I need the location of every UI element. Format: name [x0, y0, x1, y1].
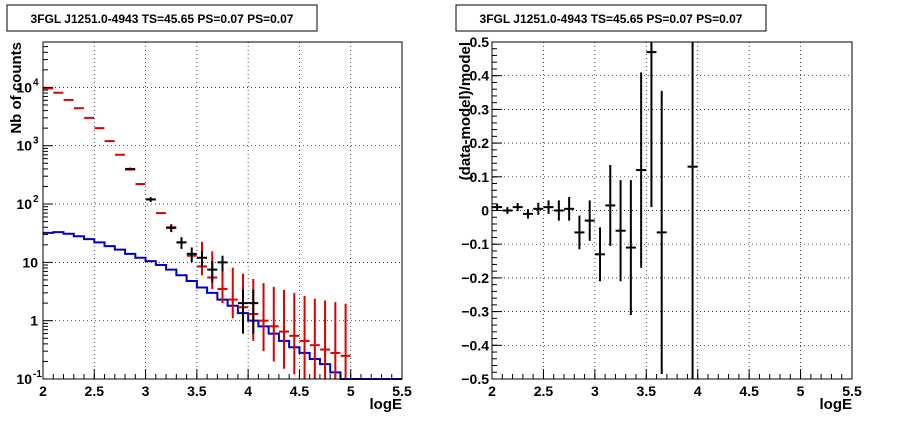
- x-tick-label: 5: [797, 383, 805, 399]
- y-tick-label: 10: [16, 371, 32, 387]
- y-tick-label: 10: [22, 254, 38, 270]
- residual-point: [533, 202, 544, 215]
- y-tick-exponent: -1: [33, 369, 42, 380]
- total-model-point: [320, 300, 331, 379]
- x-tick-label: 4: [694, 383, 702, 399]
- x-tick-label: 3.5: [187, 383, 207, 399]
- x-tick-label: 3.5: [637, 383, 657, 399]
- y-tick-label: 0.2: [470, 135, 490, 151]
- y-tick-exponent: 2: [33, 194, 39, 205]
- data-point: [125, 167, 136, 171]
- residual-point: [512, 203, 523, 212]
- counts-plot-frame: [42, 41, 403, 380]
- total-model-point: [309, 298, 320, 379]
- data-point: [196, 251, 207, 267]
- residual-point: [584, 200, 595, 241]
- x-tick-label: 3: [591, 383, 599, 399]
- y-tick-label: 10: [16, 79, 32, 95]
- residual-series: [492, 42, 698, 379]
- residual-ticks: 2 2.5 3 3.5 4 4.5 5 5.5 −0.5 −0.4 −0.3 −0.2 −0.1 0 0.1…: [461, 34, 862, 399]
- residual-point: [492, 203, 503, 211]
- total-model-point: [289, 292, 300, 375]
- total-model-point: [258, 283, 269, 352]
- residual-point: [636, 72, 647, 268]
- residual-point: [595, 227, 605, 282]
- y-tick-label: 0.3: [470, 101, 490, 117]
- residual-point: [615, 180, 626, 282]
- counts-grid: [43, 42, 402, 379]
- y-tick-label: −0.3: [461, 304, 489, 320]
- y-tick-label: −0.5: [461, 371, 489, 387]
- residual-point: [574, 215, 585, 250]
- counts-series: [43, 87, 402, 380]
- residual-y-axis-title: (data-model)/model: [457, 42, 474, 180]
- residual-point: [523, 209, 533, 219]
- residual-point: [625, 180, 636, 315]
- residual-grid: [492, 42, 852, 379]
- y-tick-label: −0.4: [461, 337, 489, 353]
- x-tick-label: 5.5: [392, 383, 412, 399]
- residual-point: [605, 165, 616, 246]
- data-point: [176, 237, 187, 249]
- total-model-point: [279, 290, 290, 369]
- y-tick-label: 1: [30, 313, 38, 329]
- data-point: [207, 261, 218, 283]
- data-point: [145, 197, 156, 202]
- residual-x-axis-title: logE: [820, 396, 853, 413]
- data-point: [186, 247, 197, 263]
- residual-point: [553, 200, 564, 221]
- x-tick-label: 4.5: [290, 383, 310, 399]
- data-point: [248, 289, 259, 334]
- x-tick-label: 2.5: [534, 383, 554, 399]
- x-tick-label: 2: [488, 383, 496, 399]
- total-model-point: [340, 303, 351, 379]
- y-tick-label: 10: [16, 196, 32, 212]
- residual-panel: 3FGL J1251.0-4943 TS=45.65 PS=0.07 PS=0.…: [455, 4, 862, 413]
- x-tick-label: 5: [347, 383, 355, 399]
- source-model-histogram: [43, 231, 402, 380]
- residual-point: [656, 90, 667, 374]
- residual-title: 3FGL J1251.0-4943 TS=45.65 PS=0.07 PS=0.…: [480, 12, 743, 26]
- x-tick-label: 3: [142, 383, 150, 399]
- y-tick-exponent: 4: [33, 77, 39, 88]
- data-point: [217, 255, 228, 272]
- residual-point: [646, 42, 657, 208]
- y-tick-label: 0: [481, 203, 489, 219]
- data-point: [166, 224, 177, 233]
- y-tick-label: −0.1: [461, 236, 489, 252]
- total-model-point: [299, 295, 310, 379]
- y-tick-label: 0.4: [470, 68, 490, 84]
- y-tick-exponent: 3: [33, 136, 39, 147]
- total-model-point: [330, 302, 341, 379]
- residual-title-box: [455, 4, 767, 32]
- y-tick-label: 10: [16, 138, 32, 154]
- x-tick-label: 5.5: [842, 383, 862, 399]
- y-tick-label: 0.1: [470, 169, 490, 185]
- counts-x-axis-title: logE: [370, 396, 403, 413]
- y-tick-label: 0.5: [470, 34, 490, 50]
- counts-title-box: [6, 4, 318, 32]
- data-point: [238, 289, 249, 334]
- residual-point: [543, 200, 554, 214]
- residual-point: [687, 42, 698, 379]
- x-tick-label: 2.5: [85, 383, 105, 399]
- counts-title: 3FGL J1251.0-4943 TS=45.65 PS=0.07 PS=0.…: [31, 12, 294, 26]
- counts-panel: 3FGL J1251.0-4943 TS=45.65 PS=0.07 PS=0.…: [6, 4, 412, 413]
- x-tick-label: 2: [39, 383, 47, 399]
- residual-point: [564, 197, 575, 221]
- total-model-point: [227, 267, 238, 319]
- y-tick-label: −0.2: [461, 270, 489, 286]
- residual-point: [502, 207, 513, 214]
- total-model-point: [268, 286, 279, 362]
- counts-y-axis-title: Nb of counts: [8, 42, 25, 134]
- x-tick-label: 4: [244, 383, 252, 399]
- x-tick-label: 4.5: [739, 383, 759, 399]
